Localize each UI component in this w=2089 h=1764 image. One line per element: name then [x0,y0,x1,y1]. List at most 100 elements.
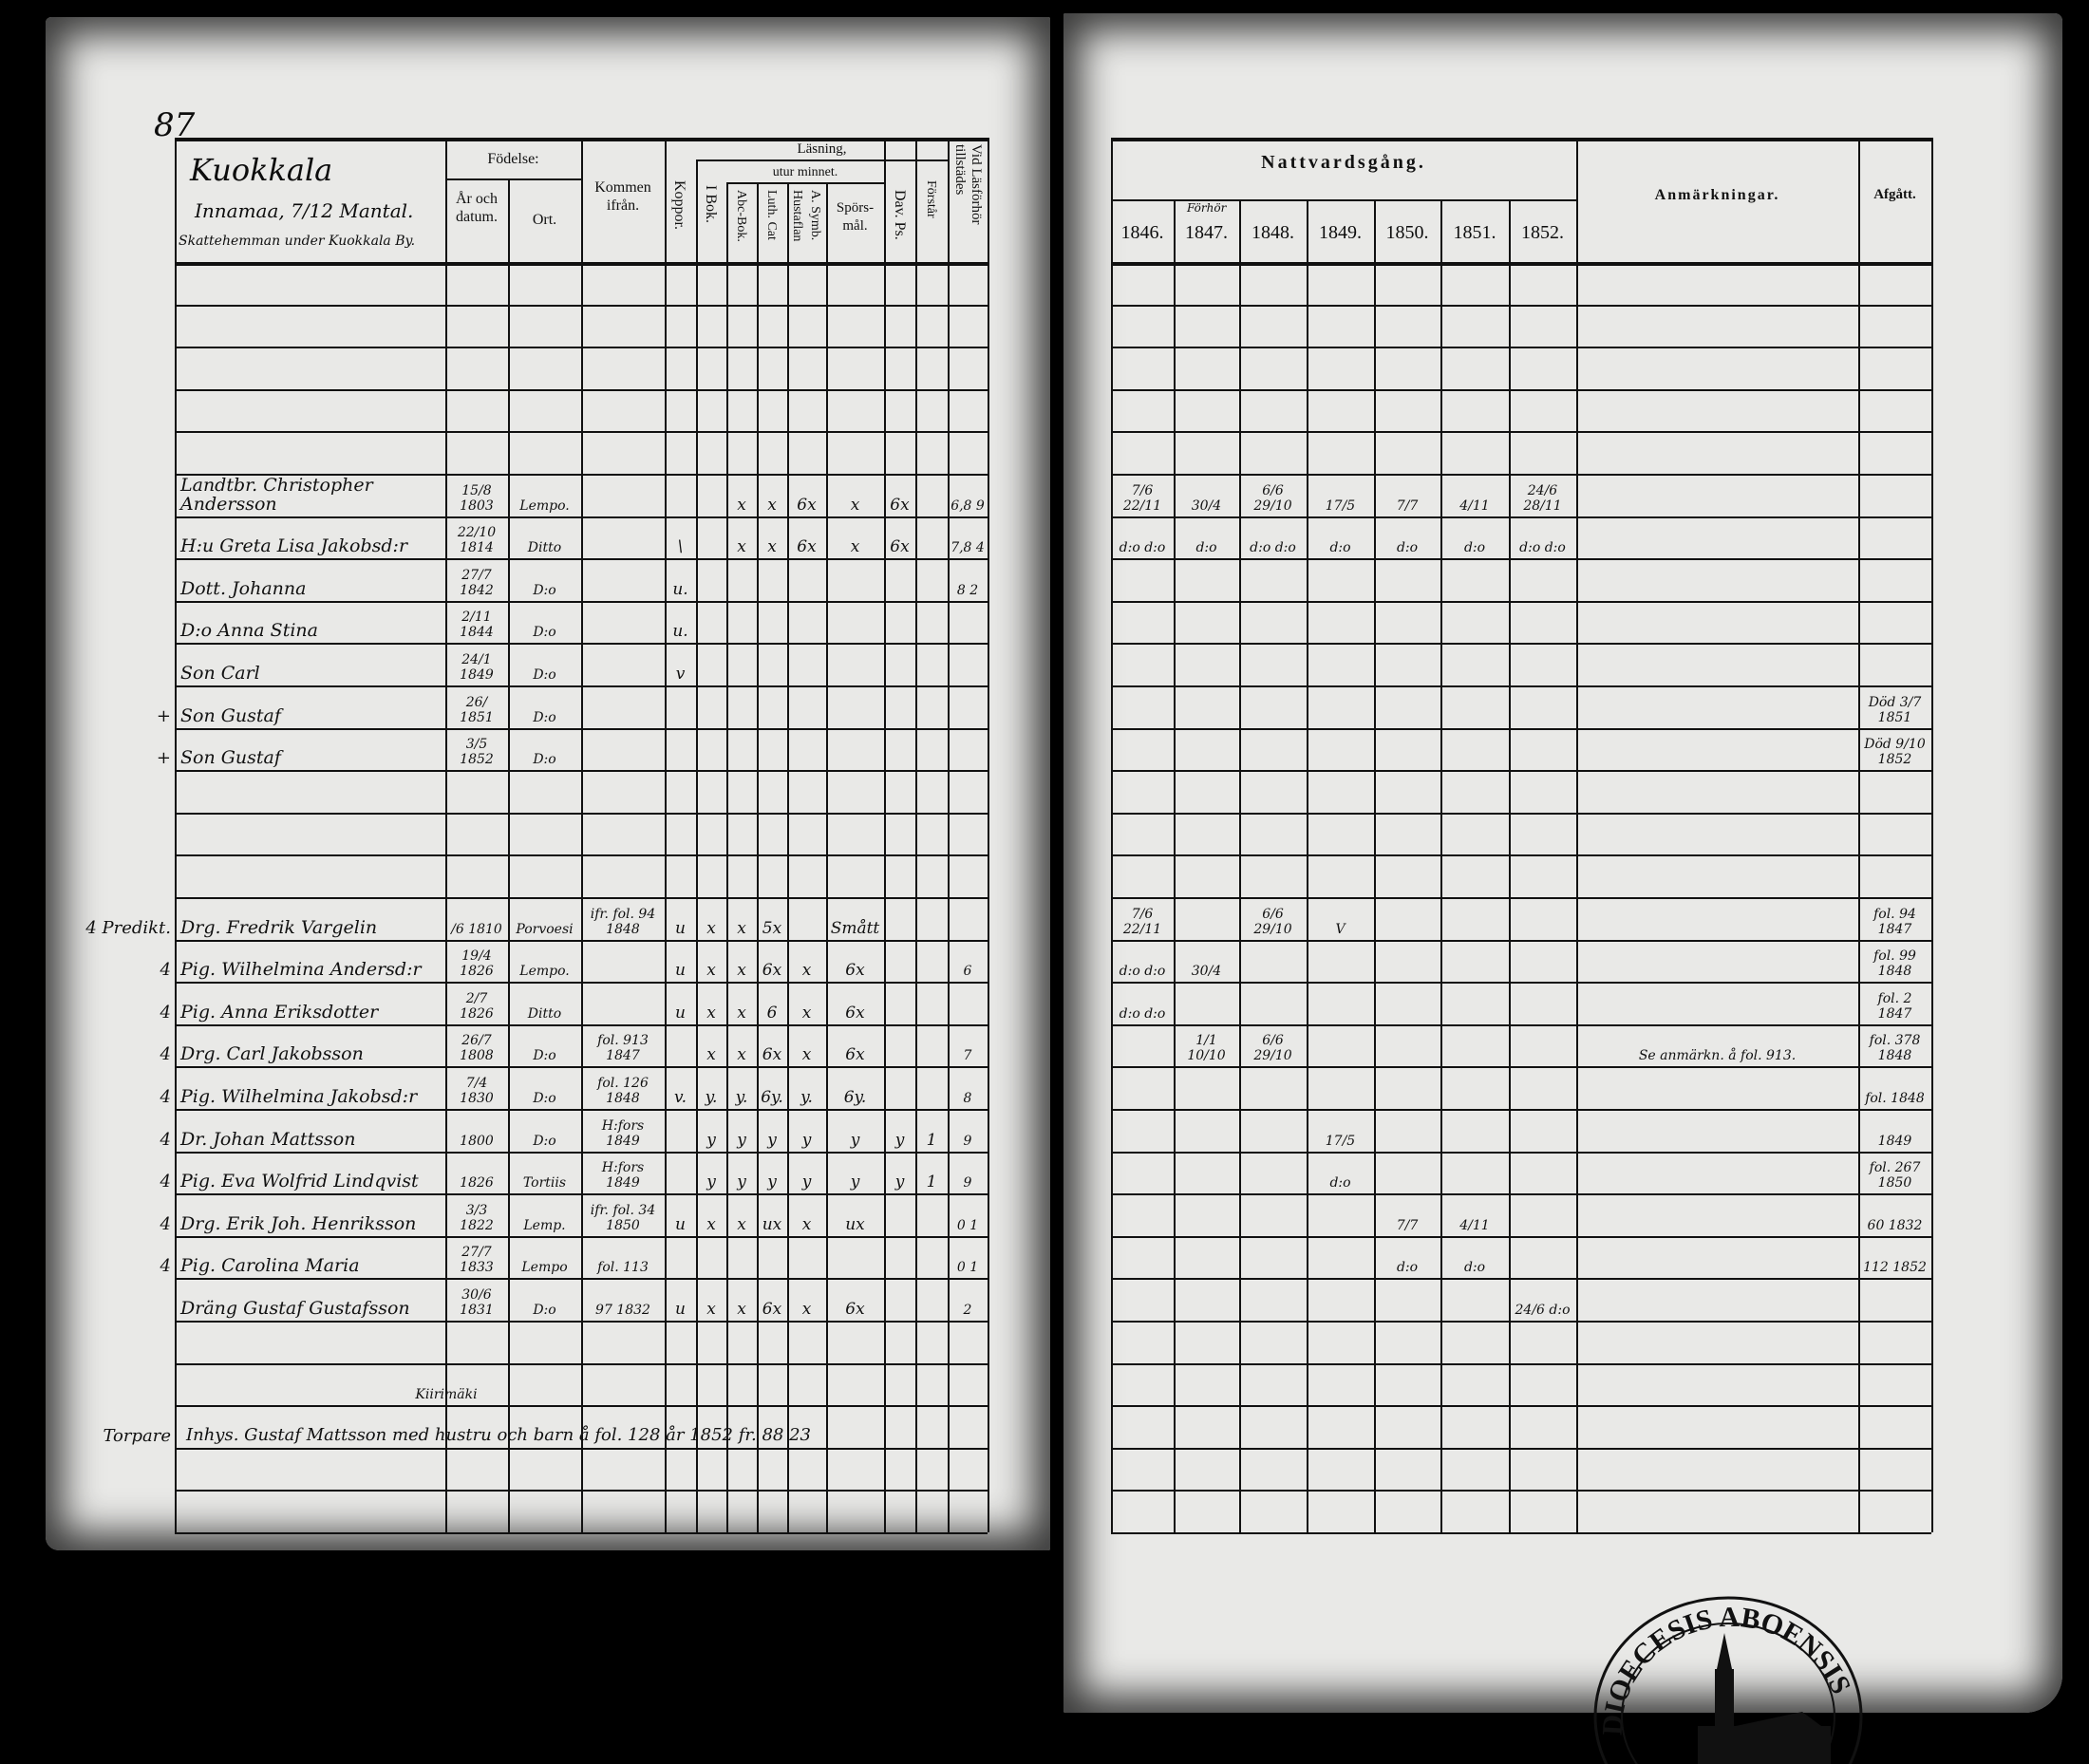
communion-1849: V [1335,921,1346,937]
cell-birth: 2/7 1826 [460,990,494,1022]
cell-place: Lempo [521,1260,568,1276]
cell-place: Tortiis [522,1175,567,1192]
cell-spors: 6x [845,961,865,981]
row-prefix: 4 [160,960,171,981]
communion-1851: 4/11 [1459,497,1490,514]
communion-1848: 6/6 29/10 [1253,906,1292,937]
column-rule [445,138,447,1532]
cell-place: D:o [533,582,556,598]
communion-1849: 17/5 [1325,1133,1356,1149]
communion-1852: 24/6 d:o [1515,1302,1571,1318]
cell-place: D:o [533,666,556,683]
column-rule [884,138,886,1532]
row-rule [175,1235,988,1238]
cell-spors: Smått [830,918,880,938]
cell-koppor: u. [672,622,688,642]
cell-i-bok: y. [705,1087,718,1107]
row-rule [1111,1321,1931,1323]
row-rule [1111,1405,1931,1408]
row-rule [1111,727,1931,730]
cell-i-bok: y [706,1173,716,1192]
place-title: Kuokkala [190,152,333,188]
row-note: Inhys. Gustaf Mattsson med hustru och ba… [186,1424,811,1445]
cell-i-bok: x [706,1045,716,1065]
cell-name: H:u Greta Lisa Jakobsd:r [180,535,408,557]
row-rule [1111,1023,1931,1026]
column-rule [1509,199,1511,1532]
year-header-1: 1847. [1185,222,1228,243]
row-rule [1111,982,1931,985]
cell-i-bok: x [706,1299,716,1319]
cell-name: Dräng Gustaf Gustafsson [180,1297,410,1319]
communion-1846: 7/6 22/11 [1122,482,1162,514]
cell-dav: 6x [890,495,910,515]
cell-vid: 9 [963,1175,972,1192]
row-prefix: 4 [160,1129,171,1150]
cell-name: D:o Anna Stina [180,620,318,642]
cell-place: D:o [533,752,556,768]
i-bok-header: I Bok. [703,185,719,223]
cell-forstar: 1 [926,1130,937,1150]
row-prefix: 4 [160,1086,171,1107]
cell-afgatt: fol. 267 1850 [1869,1160,1921,1192]
communion-1850: d:o [1396,540,1419,556]
cell-koppor: u [675,1003,686,1023]
communion-1852: 24/6 28/11 [1523,482,1562,514]
afgatt-header: Afgått. [1873,187,1916,202]
communion-1847: 1/1 10/10 [1187,1033,1226,1064]
cell-birth: /6 1810 [451,921,502,937]
communion-1850: 7/7 [1396,497,1419,514]
cell-birth: 24/1 1849 [460,651,494,683]
cell-afgatt: 112 1852 [1863,1260,1927,1276]
cell-vid: 8 2 [956,582,979,598]
cell-spors: 6y. [843,1087,867,1107]
cell-spors: 6x [845,1299,865,1319]
farm-name: Innamaa, 7/12 Mantal. [195,199,414,222]
cell-koppor: v. [674,1087,687,1107]
row-rule [1111,1362,1931,1365]
cell-afgatt: fol. 94 1847 [1873,906,1916,937]
cell-name: Dott. Johanna [180,577,307,599]
cell-afgatt: fol. 1848 [1865,1090,1925,1106]
row-rule [1111,304,1931,307]
row-prefix: + [156,748,171,769]
cell-abc: y. [735,1087,748,1107]
cell-from: H:fors 1849 [601,1160,645,1192]
cell-vid: 7,8 4 [950,540,985,556]
cell-abc: x [737,1045,746,1065]
cell-luth: 6x [762,961,782,981]
year-header-5: 1851. [1453,222,1496,243]
cell-luth: 6y. [761,1087,783,1107]
cell-i-bok: x [706,1003,716,1023]
cell-i-bok: x [706,961,716,981]
cell-luth: y [767,1130,777,1150]
cell-name: Drg. Carl Jakobsson [180,1043,364,1065]
row-prefix: 4 [160,1256,171,1277]
row-rule [1111,1235,1931,1238]
year-header-4: 1850. [1385,222,1429,243]
row-rule [1111,1532,1931,1534]
cell-i-bok: y [706,1130,716,1150]
cell-place: Ditto [527,540,562,556]
column-rule [581,138,583,1532]
cell-luth: 5x [762,918,782,938]
cell-name: Pig. Eva Wolfrid Lindqvist [180,1171,419,1192]
row-rule [175,304,988,307]
cell-hust: y [801,1173,812,1192]
row-rule [1111,388,1931,391]
row-rule [1111,1278,1931,1281]
row-rule [1111,897,1931,899]
cell-spors: 6x [845,1003,865,1023]
communion-1846: 7/6 22/11 [1122,906,1162,937]
column-rule [915,138,917,1532]
column-rule [757,182,759,1532]
cell-luth: 6 [766,1003,778,1023]
column-rule [1307,199,1308,1532]
row-rule [1111,685,1931,687]
header-bottom-rule [1111,262,1931,266]
cell-from: fol. 126 1848 [597,1075,649,1106]
cell-place: Lempo. [519,497,570,514]
communion-1846: d:o d:o [1119,964,1166,980]
row-prefix: 4 Predikt. [85,917,171,938]
cell-abc: x [737,1214,746,1234]
